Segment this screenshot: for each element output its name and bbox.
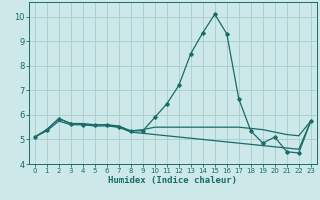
X-axis label: Humidex (Indice chaleur): Humidex (Indice chaleur): [108, 176, 237, 185]
